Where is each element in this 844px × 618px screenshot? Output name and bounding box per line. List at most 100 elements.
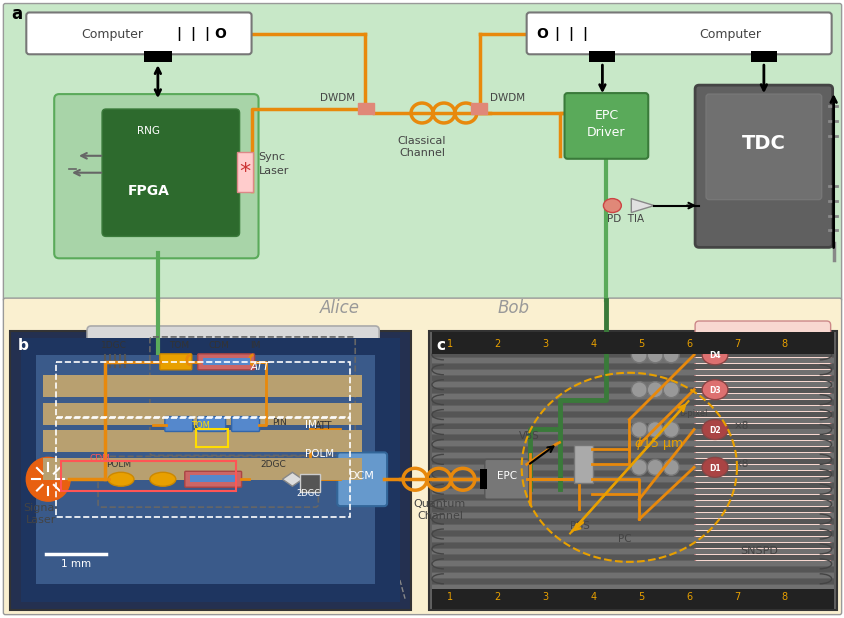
Text: PC: PC — [617, 534, 630, 544]
Bar — [431, 483, 833, 488]
Bar — [431, 477, 833, 482]
Text: |: | — [176, 27, 181, 41]
Bar — [431, 513, 833, 518]
Text: POLM: POLM — [106, 460, 131, 469]
Bar — [431, 519, 833, 524]
Text: POLM: POLM — [305, 449, 334, 459]
Bar — [431, 405, 833, 410]
Polygon shape — [630, 198, 653, 213]
FancyBboxPatch shape — [54, 94, 258, 258]
Text: 1: 1 — [446, 339, 452, 349]
Text: CDM: CDM — [89, 454, 110, 464]
Text: Computer: Computer — [698, 28, 760, 41]
Bar — [431, 394, 833, 399]
Bar — [431, 454, 833, 459]
Bar — [431, 603, 833, 607]
Bar — [431, 555, 833, 560]
Text: 6: 6 — [685, 591, 691, 602]
Text: 2DGC: 2DGC — [260, 460, 286, 469]
Bar — [61, 462, 235, 491]
FancyBboxPatch shape — [190, 475, 236, 482]
Text: 3: 3 — [542, 339, 548, 349]
FancyBboxPatch shape — [526, 12, 830, 54]
Text: ATT: ATT — [315, 421, 333, 431]
Bar — [57, 418, 349, 517]
Text: 2: 2 — [494, 591, 500, 602]
Text: 8-pixel: 8-pixel — [679, 408, 707, 418]
Bar — [431, 352, 833, 357]
Circle shape — [647, 459, 663, 475]
Text: DWDM: DWDM — [320, 93, 354, 103]
Text: EPC: EPC — [593, 109, 618, 122]
Text: O: O — [536, 27, 548, 41]
Text: Laser: Laser — [26, 515, 57, 525]
Bar — [431, 573, 833, 578]
Text: |: | — [582, 27, 587, 41]
Bar — [431, 549, 833, 554]
Text: CDM: CDM — [208, 341, 230, 350]
Bar — [431, 465, 833, 470]
FancyBboxPatch shape — [564, 93, 647, 159]
FancyBboxPatch shape — [26, 12, 252, 54]
Text: Channel: Channel — [398, 148, 445, 158]
Bar — [431, 332, 833, 354]
Circle shape — [26, 457, 70, 501]
Bar — [431, 597, 833, 602]
Text: 7: 7 — [733, 591, 739, 602]
Text: 1-pixel: 1-pixel — [679, 334, 707, 343]
FancyBboxPatch shape — [160, 354, 192, 370]
FancyBboxPatch shape — [197, 417, 225, 431]
Bar — [431, 447, 833, 452]
Circle shape — [647, 382, 663, 397]
Ellipse shape — [603, 198, 620, 213]
Bar — [431, 358, 833, 363]
Text: ×8: ×8 — [733, 459, 749, 469]
Text: D2: D2 — [708, 426, 720, 435]
Text: Driver: Driver — [587, 126, 625, 139]
Text: 6: 6 — [685, 339, 691, 349]
Text: |: | — [567, 27, 572, 41]
Text: O: O — [214, 27, 226, 41]
Text: Laser: Laser — [258, 166, 289, 176]
Text: Computer: Computer — [81, 28, 143, 41]
Bar — [431, 412, 833, 417]
Text: 2: 2 — [494, 339, 500, 349]
Bar — [431, 507, 833, 512]
Text: Channel: Channel — [416, 511, 463, 521]
Text: Bob: Bob — [497, 299, 529, 317]
Bar — [431, 489, 833, 494]
Text: c: c — [436, 338, 445, 353]
Text: VBS: VBS — [519, 431, 539, 441]
Bar — [431, 495, 833, 500]
Text: IM: IM — [305, 420, 316, 430]
Text: 3: 3 — [542, 591, 548, 602]
Text: IM: IM — [251, 341, 261, 350]
Bar — [43, 431, 362, 452]
Bar — [431, 376, 833, 381]
Bar — [431, 585, 833, 590]
FancyBboxPatch shape — [337, 452, 387, 506]
Bar — [43, 375, 362, 397]
Bar — [431, 340, 833, 345]
Ellipse shape — [701, 345, 728, 365]
FancyBboxPatch shape — [231, 417, 259, 431]
Bar — [43, 402, 362, 425]
Text: 1: 1 — [446, 591, 452, 602]
Bar — [431, 472, 833, 476]
Text: TOM: TOM — [169, 341, 189, 350]
FancyBboxPatch shape — [236, 152, 252, 192]
Circle shape — [647, 347, 663, 363]
Bar — [431, 382, 833, 387]
Circle shape — [663, 421, 679, 438]
FancyBboxPatch shape — [10, 331, 410, 609]
Circle shape — [663, 459, 679, 475]
Text: |: | — [204, 27, 209, 41]
FancyBboxPatch shape — [429, 331, 836, 609]
Bar — [431, 418, 833, 423]
Text: 8: 8 — [781, 591, 787, 602]
Text: b: b — [18, 338, 28, 353]
Circle shape — [663, 382, 679, 397]
Bar — [431, 543, 833, 548]
FancyBboxPatch shape — [197, 354, 254, 370]
Text: *: * — [239, 162, 250, 182]
